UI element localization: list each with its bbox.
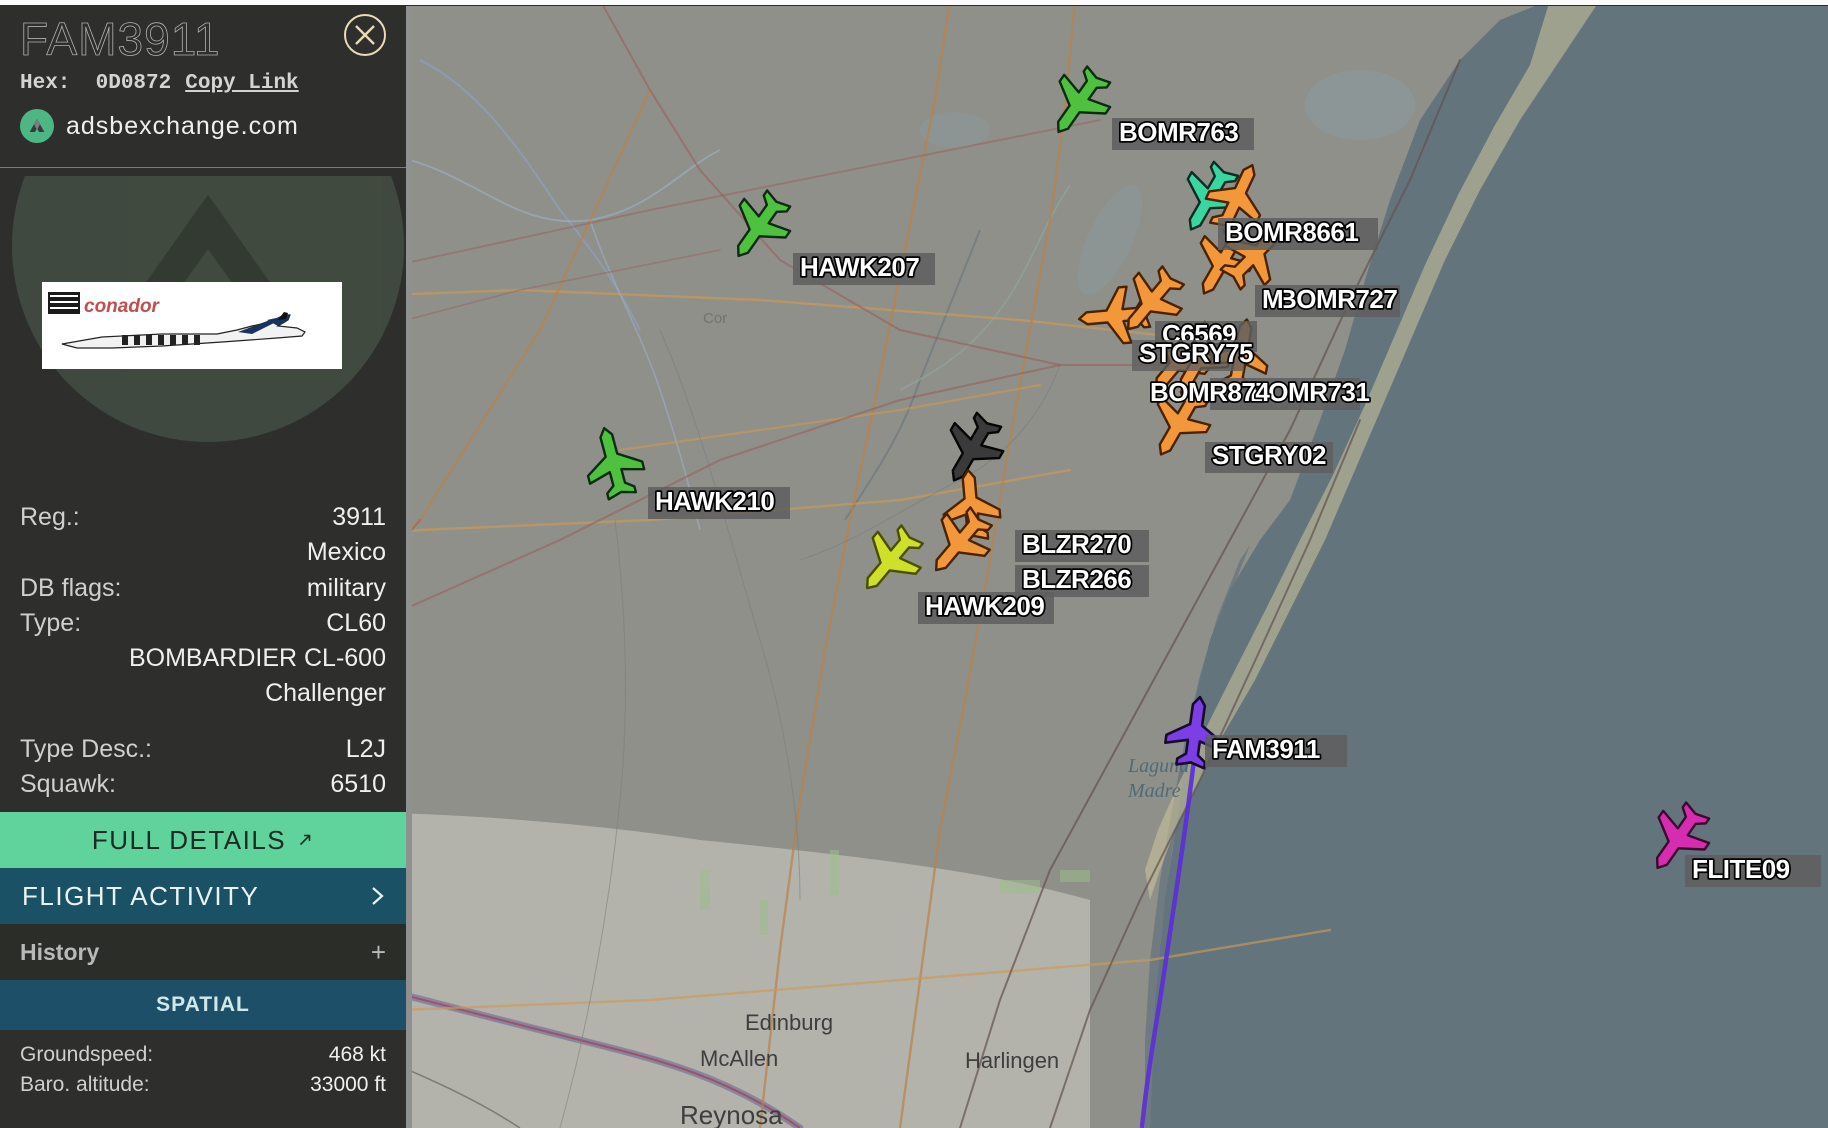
svg-text:conador: conador [84, 296, 161, 317]
svg-text:HAWK207: HAWK207 [800, 252, 919, 282]
svg-text:BOMR763: BOMR763 [1119, 117, 1238, 147]
svg-text:STGRY02: STGRY02 [1212, 440, 1326, 470]
svg-text:Reynosa: Reynosa [680, 1100, 783, 1128]
svg-text:BOMR8661: BOMR8661 [1225, 217, 1358, 247]
svg-text:Harlingen: Harlingen [965, 1048, 1059, 1073]
svg-text:HAWK210: HAWK210 [655, 486, 774, 516]
svg-text:BOMR727: BOMR727 [1278, 284, 1397, 314]
svg-text:BOMR874: BOMR874 [1150, 377, 1270, 407]
svg-text:Edinburg: Edinburg [745, 1010, 833, 1035]
svg-text:BLZR266: BLZR266 [1022, 564, 1131, 594]
svg-text:M: M [1262, 284, 1283, 314]
svg-text:HAWK209: HAWK209 [925, 591, 1044, 621]
svg-text:STGRY75: STGRY75 [1139, 338, 1253, 368]
svg-text:BLZR270: BLZR270 [1022, 529, 1131, 559]
svg-text:FLITE09: FLITE09 [1692, 854, 1790, 884]
svg-text:Cor: Cor [703, 310, 727, 327]
svg-text:McAllen: McAllen [700, 1046, 778, 1071]
svg-text:FAM3911: FAM3911 [1212, 734, 1320, 764]
svg-text:Madre: Madre [1127, 780, 1181, 802]
